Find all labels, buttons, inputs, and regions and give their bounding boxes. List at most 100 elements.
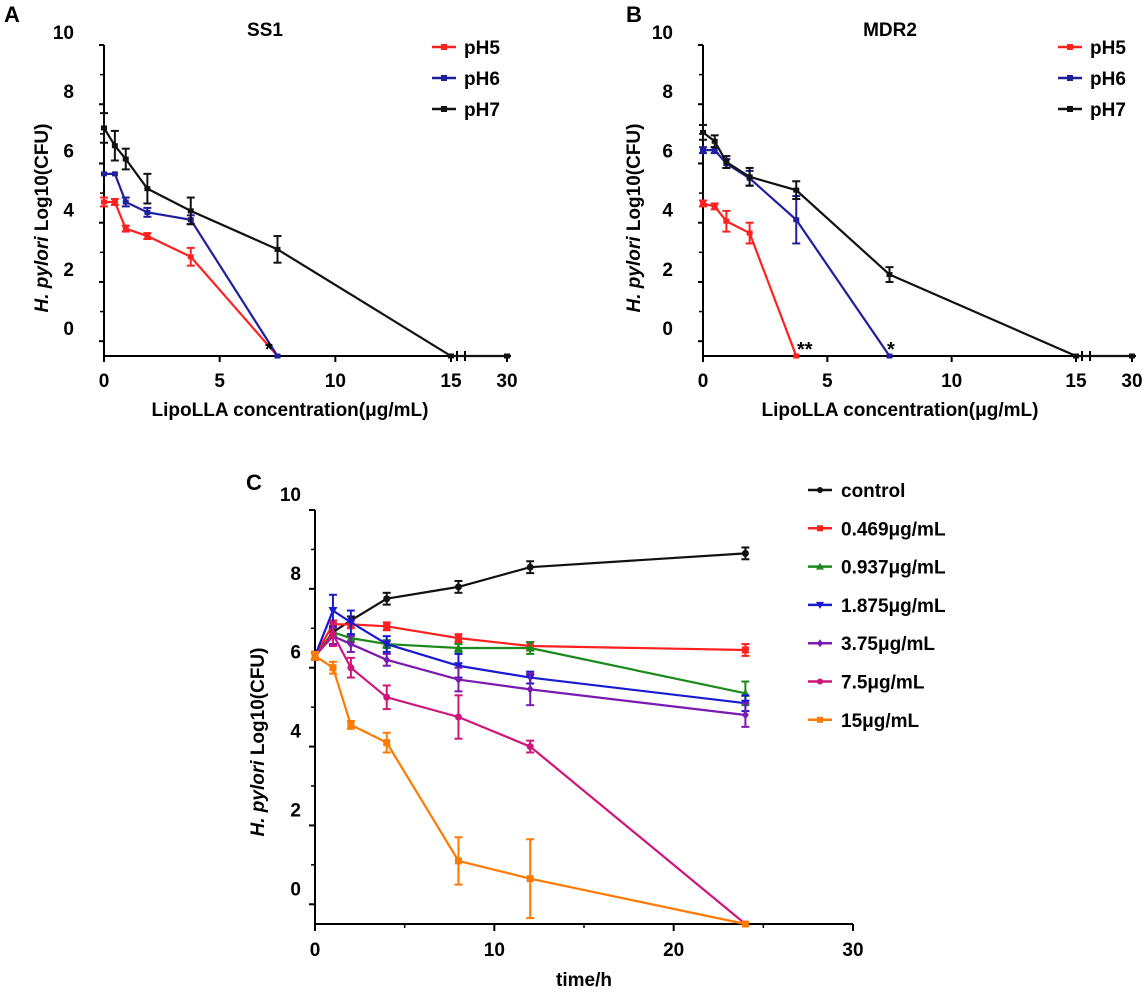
data-point-ph6 [144,209,151,215]
data-point-1-875ug-ml [382,640,392,649]
data-point-3-75ug-ml [526,684,534,694]
panel-letter-a: A [4,2,20,27]
y-label-species: H. pylori [248,760,269,837]
panel-b-legend: pH5 pH6 pH7 [1058,38,1126,121]
data-point-ph6 [700,147,706,153]
data-point-ph5 [101,199,107,205]
legend-marker-15ug-ml [817,716,823,723]
panel-b-x-axis-label: LipoLLA concentration(μg/mL) [762,400,1039,421]
panel-b-y-axis-label: H. pylori Log10(CFU) [624,124,645,313]
legend-marker-ph6 [441,75,447,81]
panel-c-legend: control 0.469μg/mL 0.937μg/mL 1.875μg/mL 3.7… [808,481,946,732]
panel-letter-c: C [246,470,262,495]
legend-marker-ph5 [441,44,447,50]
data-point-ph6 [122,199,129,205]
legend-label-7-5ug-ml: 7.5μg/mL [841,673,925,694]
y-tick-label: 0 [662,319,673,340]
significance-asterisk: ** [797,339,813,361]
data-point-3-75ug-ml [454,675,462,685]
panel-a-title: SS1 [247,20,283,41]
data-point-ph7 [144,186,151,192]
legend-label-ph6: pH6 [1090,69,1126,90]
data-point-ph7 [700,129,706,135]
panel-c-plot: 0 2 4 6 8 10 0 10 20 30 [280,485,864,961]
x-tick-label: 30 [842,940,863,961]
data-point-ph7 [504,353,510,359]
x-tick-label: 20 [663,940,684,961]
data-point-ph7 [1129,353,1135,359]
data-point-15ug-ml [329,664,337,672]
y-label-unit: Log10(CFU) [624,124,645,232]
data-point-control [383,595,391,603]
data-point-3-75ug-ml [347,639,355,649]
data-point-ph7 [187,208,194,214]
x-tick-label: 0 [99,371,110,392]
data-point-control [741,549,749,557]
x-tick-label: 10 [325,371,346,392]
data-point-ph7 [101,125,107,131]
legend-marker-7-5ug-ml [817,678,823,685]
data-point-ph5 [111,199,118,205]
data-point-ph5 [793,353,800,359]
data-point-15ug-ml [741,920,749,928]
x-tick-label: 15 [440,371,462,392]
data-point-0-937ug-ml [525,643,535,652]
y-tick-label: 10 [280,485,301,506]
data-point-ph5 [187,254,194,260]
data-point-ph7 [793,187,800,193]
y-tick-label: 8 [290,564,301,585]
data-point-ph7 [122,156,129,162]
panel-a-legend: pH5 pH6 pH7 [432,38,500,121]
y-tick-label: 2 [662,260,673,281]
panel-a-y-axis-label: H. pylori Log10(CFU) [32,124,53,313]
data-point-15ug-ml [383,739,391,747]
data-point-ph6 [274,353,281,359]
panel-letter-b: B [626,2,642,27]
legend-label-3-75ug-ml: 3.75μg/mL [841,634,935,655]
y-tick-label: 10 [53,23,74,44]
panel-b-title: MDR2 [863,20,917,41]
data-point-3-75ug-ml [741,710,749,720]
data-point-0-469ug-ml [454,634,462,642]
y-tick-label: 6 [662,141,673,162]
y-tick-label: 8 [63,82,74,103]
legend-label-0-469ug-ml: 0.469μg/mL [841,519,946,540]
legend-label-control: control [841,481,905,502]
y-tick-label: 8 [662,82,673,103]
data-point-ph5 [122,226,129,232]
legend-marker-ph7 [1067,106,1073,112]
data-point-ph6 [711,147,718,153]
data-point-ph5 [700,200,706,206]
data-point-ph7 [1073,353,1079,359]
data-point-control [526,563,534,571]
data-point-15ug-ml [454,857,462,865]
legend-marker-ph5 [1067,44,1073,50]
data-point-1-875ug-ml [328,607,338,616]
legend-marker-ph7 [441,106,447,112]
x-tick-label: 10 [484,940,505,961]
legend-marker-0-937ug-ml [816,562,824,570]
data-point-7-5ug-ml [383,693,391,701]
data-point-3-75ug-ml [383,655,391,665]
data-point-0-469ug-ml [741,646,749,654]
data-point-ph7 [274,246,281,252]
panel-a-x-axis-label: LipoLLA concentration(μg/mL) [152,400,429,421]
panel-c: C H. pylori Log10(CFU) time/h 0 2 4 6 8 10 0 10… [246,470,946,991]
series-line-ph7 [702,131,1132,358]
y-label-unit: Log10(CFU) [248,648,269,756]
data-point-0-937ug-ml [453,643,463,652]
x-tick-label: 0 [698,371,709,392]
panel-a: A SS1 H. pylori Log10(CFU) LipoLLA conce… [4,2,518,421]
data-point-15ug-ml [347,721,355,729]
significance-asterisk: * [887,339,895,361]
y-tick-label: 0 [63,319,74,340]
legend-label-ph7: pH7 [1090,100,1126,121]
data-point-ph5 [711,203,718,209]
data-point-control [454,583,462,591]
data-point-7-5ug-ml [454,713,462,721]
significance-asterisk: * [265,339,273,361]
data-point-ph6 [101,171,107,177]
y-tick-label: 4 [290,722,301,743]
data-point-ph7 [448,353,454,359]
data-point-ph6 [886,353,893,359]
